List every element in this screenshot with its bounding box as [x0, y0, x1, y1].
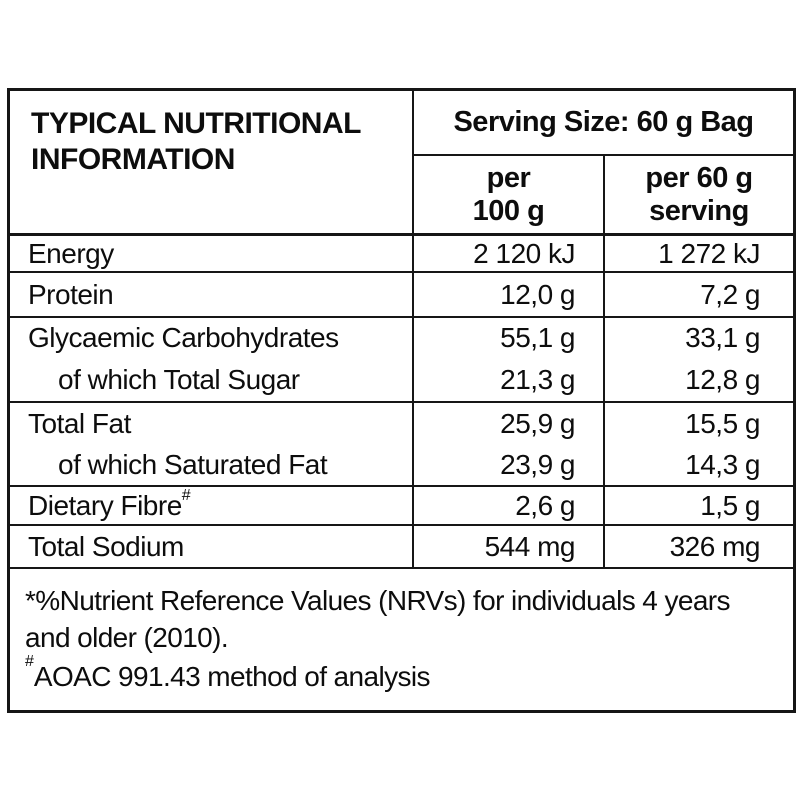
nutrition-facts-table: TYPICAL NUTRITIONAL INFORMATION Serving …: [7, 88, 796, 713]
col-header-per-60g-line2: serving: [649, 194, 749, 227]
row-label: Dietary Fibre #: [10, 487, 414, 524]
table-title: TYPICAL NUTRITIONAL INFORMATION: [31, 107, 361, 176]
footnote-marker-hash: #: [25, 652, 34, 670]
value-per-60g: 15,5 g: [685, 408, 760, 439]
col-header-per-60g-line1: per 60 g: [645, 161, 753, 194]
column-headers: per 100 g per 60 g serving: [414, 156, 793, 233]
value-per-100g: 2,6 g: [414, 487, 605, 524]
table-title-cell: TYPICAL NUTRITIONAL INFORMATION: [10, 91, 414, 233]
value-per-60g: 14,3 g: [685, 449, 760, 480]
row-label: of which Saturated Fat: [10, 445, 414, 485]
serving-size-header: Serving Size: 60 g Bag: [414, 91, 793, 156]
value-per-60g: 33,1 g: [685, 322, 760, 353]
table-row-saturated-fat: of which Saturated Fat 23,9 g 14,3 g: [10, 445, 793, 487]
header-right: Serving Size: 60 g Bag per 100 g per 60 …: [414, 91, 793, 233]
value-per-100g: 544 mg: [414, 526, 605, 567]
table-row-glycaemic-carbohydrates: Glycaemic Carbohydrates 55,1 g 33,1 g: [10, 318, 793, 358]
row-label: Protein: [10, 273, 414, 316]
value-per-60g: 7,2 g: [700, 278, 760, 310]
footnote-aoac-text: AOAC 991.43 method of analysis: [33, 661, 431, 692]
value-per-100g: 55,1 g: [414, 318, 605, 358]
value-per-100g: 25,9 g: [414, 403, 605, 445]
table-row-energy: Energy 2 120 kJ 1 272 kJ: [10, 236, 793, 273]
value-per-60g: 1 272 kJ: [658, 237, 760, 269]
table-header: TYPICAL NUTRITIONAL INFORMATION Serving …: [10, 91, 793, 236]
footnote-nrv: *%Nutrient Reference Values (NRVs) for i…: [25, 585, 731, 653]
col-header-per-60g: per 60 g serving: [605, 156, 793, 233]
row-label: Glycaemic Carbohydrates: [10, 318, 414, 358]
col-header-per-100g-line1: per: [486, 161, 531, 194]
table-row-protein: Protein 12,0 g 7,2 g: [10, 273, 793, 318]
table-body: Energy 2 120 kJ 1 272 kJ Protein 12,0 g …: [10, 236, 793, 569]
value-per-100g: 2 120 kJ: [414, 236, 605, 271]
value-per-60g: 1,5 g: [700, 489, 760, 521]
value-per-100g: 23,9 g: [414, 445, 605, 485]
value-per-60g: 326 mg: [669, 530, 761, 562]
row-label: Total Fat: [10, 403, 414, 445]
col-header-per-100g: per 100 g: [414, 156, 605, 233]
row-label: Energy: [10, 236, 414, 271]
footnotes-section: *%Nutrient Reference Values (NRVs) for i…: [10, 569, 793, 710]
row-label-text: Dietary Fibre: [28, 489, 182, 521]
footnote-aoac: #AOAC 991.43 method of analysis: [25, 653, 777, 695]
value-per-60g: 12,8 g: [685, 363, 760, 395]
table-row-total-sodium: Total Sodium 544 mg 326 mg: [10, 526, 793, 569]
table-row-total-sugar: of which Total Sugar 21,3 g 12,8 g: [10, 358, 793, 403]
row-label: of which Total Sugar: [10, 358, 414, 401]
row-label: Total Sodium: [10, 526, 414, 567]
value-per-100g: 12,0 g: [414, 273, 605, 316]
col-header-per-100g-line2: 100 g: [472, 194, 545, 227]
table-row-total-fat: Total Fat 25,9 g 15,5 g: [10, 403, 793, 445]
table-row-dietary-fibre: Dietary Fibre # 2,6 g 1,5 g: [10, 487, 793, 526]
value-per-100g: 21,3 g: [414, 358, 605, 401]
